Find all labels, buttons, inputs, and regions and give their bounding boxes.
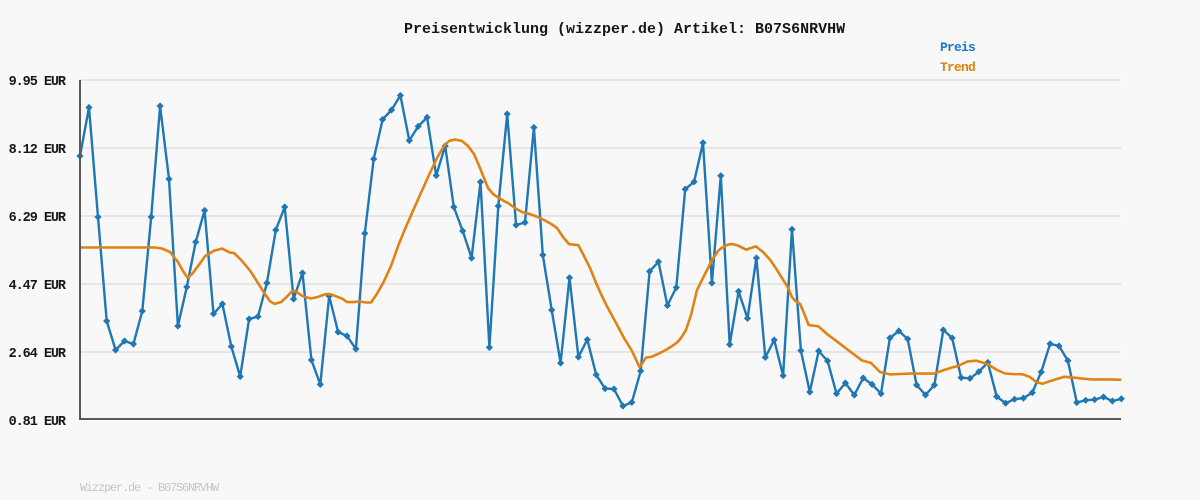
- svg-text:9.95 EUR: 9.95 EUR: [9, 75, 67, 90]
- svg-text:Preisentwicklung (wizzper.de): Preisentwicklung (wizzper.de) Artikel: B…: [404, 21, 845, 38]
- svg-text:0.81 EUR: 0.81 EUR: [9, 415, 67, 430]
- svg-text:Trend: Trend: [940, 60, 975, 75]
- svg-text:4.47 EUR: 4.47 EUR: [9, 279, 67, 294]
- svg-text:Preis: Preis: [940, 40, 976, 55]
- svg-text:Wizzper.de - B07S6NRVHW: Wizzper.de - B07S6NRVHW: [80, 481, 220, 495]
- svg-text:6.29 EUR: 6.29 EUR: [9, 211, 67, 226]
- svg-text:2.64 EUR: 2.64 EUR: [9, 347, 67, 362]
- svg-text:8.12 EUR: 8.12 EUR: [9, 143, 67, 158]
